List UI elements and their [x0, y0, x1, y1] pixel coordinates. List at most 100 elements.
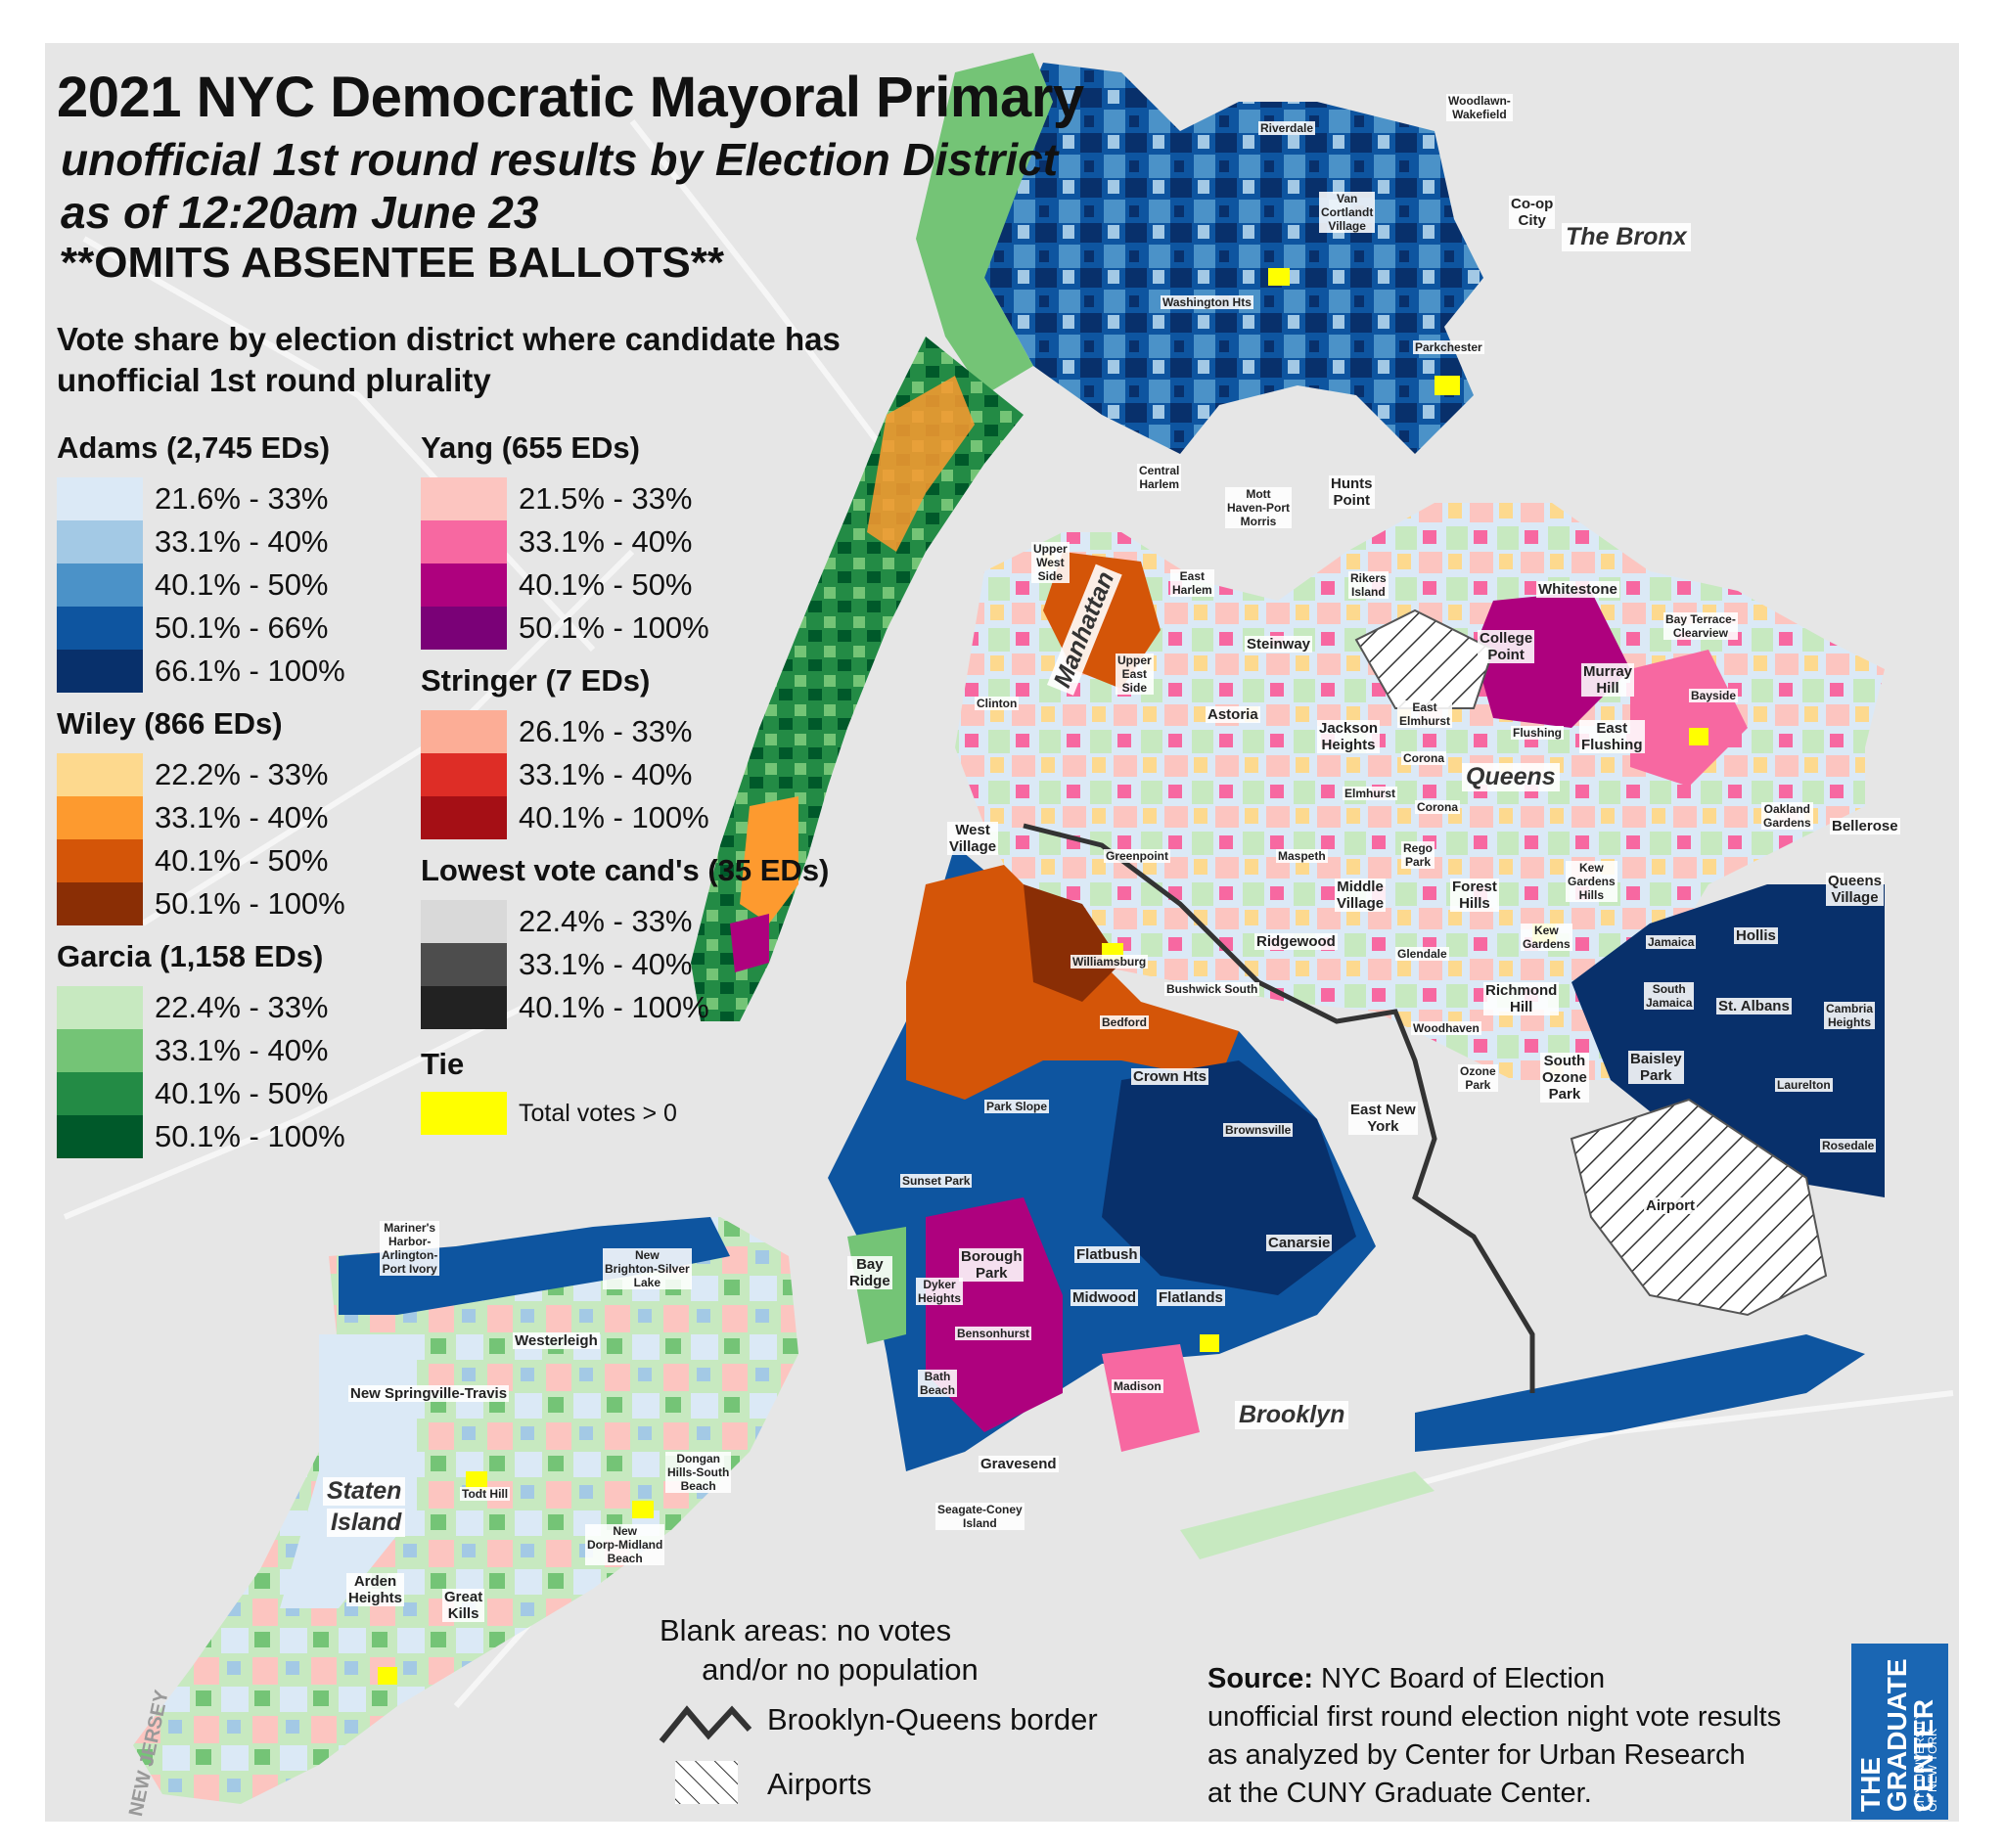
- legend-swatch: [57, 650, 143, 693]
- legend-range-label: 21.5% - 33%: [519, 481, 693, 516]
- neighborhood-label-co-op-city: Co-op City: [1509, 196, 1556, 229]
- legend-swatch: [57, 563, 143, 607]
- legend-swatch: [421, 563, 507, 607]
- neighborhood-label-corona-1: Corona: [1401, 751, 1446, 765]
- airports-legend-swatch: [675, 1761, 738, 1804]
- source-text-3: as analyzed by Center for Urban Research: [1207, 1739, 1746, 1771]
- neighborhood-label-east-flushing: East Flushing: [1579, 720, 1645, 753]
- neighborhood-label-flatlands: Flatlands: [1157, 1289, 1225, 1306]
- neighborhood-label-midwood: Midwood: [1070, 1289, 1138, 1306]
- legend-range-label: 33.1% - 40%: [155, 800, 329, 834]
- legend-heading: Vote share by election district where ca…: [57, 321, 841, 398]
- neighborhood-label-flushing: Flushing: [1511, 726, 1564, 740]
- borough-label-brooklyn: Brooklyn: [1235, 1401, 1349, 1429]
- blank-areas-note: Blank areas: no votes and/or no populati…: [660, 1611, 979, 1690]
- neighborhood-label-hollis: Hollis: [1734, 927, 1778, 944]
- legend-swatch: [57, 796, 143, 839]
- neighborhood-label-rosedale: Rosedale: [1820, 1139, 1877, 1152]
- neighborhood-label-madison: Madison: [1112, 1379, 1163, 1393]
- legend-row-tie: Total votes > 0: [421, 1092, 677, 1135]
- neighborhood-label-maspeth: Maspeth: [1276, 849, 1328, 863]
- neighborhood-label-airport: Airport: [1644, 1197, 1697, 1214]
- staten-island-region: [133, 1217, 798, 1804]
- legend-row-yang: 21.5% - 33%: [421, 477, 693, 520]
- map-subtitle-timestamp: as of 12:20am June 23: [61, 187, 539, 238]
- brooklyn-queens-border: [1023, 823, 1535, 1393]
- neighborhood-label-murray-hill: Murray Hill: [1581, 663, 1635, 697]
- legend-swatch: [421, 710, 507, 753]
- legend-swatch: [421, 943, 507, 986]
- neighborhood-label-westerleigh: Westerleigh: [513, 1332, 600, 1349]
- legend-row-stringer: 26.1% - 33%: [421, 710, 693, 753]
- neighborhood-label-jamaica: Jamaica: [1646, 935, 1697, 949]
- neighborhood-label-dyker-heights: Dyker Heights: [916, 1278, 964, 1305]
- neighborhood-label-van-cortlandt: Van Cortlandt Village: [1319, 192, 1376, 233]
- legend-swatch: [57, 986, 143, 1029]
- legend-row-stringer: 40.1% - 100%: [421, 796, 709, 839]
- neighborhood-label-bath-beach: Bath Beach: [918, 1370, 958, 1397]
- neighborhood-label-middle-village: Middle Village: [1335, 879, 1387, 912]
- logo-line-1: THE: [1855, 1757, 1886, 1812]
- neighborhood-label-seagate: Seagate-Coney Island: [935, 1503, 1025, 1530]
- legend-swatch: [421, 986, 507, 1029]
- legend-row-adams: 33.1% - 40%: [57, 520, 329, 563]
- legend-swatch: [57, 882, 143, 925]
- legend-title-wiley: Wiley (866 EDs): [57, 706, 283, 741]
- blank-areas-line-1: Blank areas: no votes and/or no populati…: [660, 1613, 979, 1687]
- legend-title-adams: Adams (2,745 EDs): [57, 430, 331, 465]
- legend-row-wiley: 40.1% - 50%: [57, 839, 329, 882]
- logo-sub-2: OF NEW YORK: [1926, 1728, 1939, 1812]
- legend-row-wiley: 22.2% - 33%: [57, 753, 329, 796]
- neighborhood-label-ridgewood: Ridgewood: [1254, 933, 1338, 950]
- borough-label-staten-island-1: Staten: [323, 1477, 406, 1506]
- williamsburg-wiley-dark: [1024, 884, 1121, 1002]
- legend-range-label: 40.1% - 50%: [155, 567, 329, 602]
- jfk-airport: [1570, 1098, 1828, 1317]
- legend-swatch: [57, 520, 143, 563]
- neighborhood-label-east-new-york: East New York: [1348, 1102, 1418, 1135]
- east-flushing-yang-patch: [1630, 650, 1748, 787]
- neighborhood-label-elmhurst: Elmhurst: [1343, 787, 1398, 800]
- legend-range-label: Total votes > 0: [519, 1099, 677, 1127]
- neighborhood-label-parkchester: Parkchester: [1413, 340, 1484, 354]
- legend-row-garcia: 22.4% - 33%: [57, 986, 329, 1029]
- legend-row-adams: 21.6% - 33%: [57, 477, 329, 520]
- legend-row-lowest: 22.4% - 33%: [421, 900, 693, 943]
- neighborhood-label-glendale: Glendale: [1395, 947, 1449, 961]
- legend-range-label: 50.1% - 66%: [155, 610, 329, 645]
- neighborhood-label-bay-terrace: Bay Terrace- Clearview: [1663, 612, 1738, 640]
- neighborhood-label-arden-heights: Arden Heights: [346, 1573, 405, 1606]
- legend-range-label: 33.1% - 40%: [155, 1033, 329, 1067]
- legend-row-yang: 50.1% - 100%: [421, 607, 709, 650]
- neighborhood-label-queens-village: Queens Village: [1826, 873, 1885, 906]
- neighborhood-label-laurelton: Laurelton: [1775, 1078, 1833, 1092]
- laguardia-airport: [1354, 608, 1495, 709]
- legend-row-adams: 40.1% - 50%: [57, 563, 329, 607]
- neighborhood-label-rego-park: Rego Park: [1401, 841, 1435, 869]
- bronx-region: [984, 63, 1483, 454]
- source-text-1: NYC Board of Election: [1312, 1663, 1606, 1694]
- neighborhood-label-mariners-harbor: Mariner's Harbor- Arlington- Port Ivory: [380, 1221, 440, 1276]
- neighborhood-label-st-albans: St. Albans: [1716, 998, 1792, 1014]
- legend-title-garcia: Garcia (1,158 EDs): [57, 939, 324, 973]
- neighborhood-label-astoria: Astoria: [1206, 706, 1260, 723]
- map-title: 2021 NYC Democratic Mayoral Primary: [57, 66, 1084, 129]
- legend-row-yang: 33.1% - 40%: [421, 520, 693, 563]
- north-shore-adams-strip: [339, 1217, 730, 1315]
- map-subtitle-round: unofficial 1st round results by Election…: [61, 134, 1059, 185]
- neighborhood-label-great-kills: Great Kills: [442, 1589, 485, 1622]
- neighborhood-label-bensonhurst: Bensonhurst: [955, 1327, 1032, 1340]
- neighborhood-label-south-jamaica: South Jamaica: [1644, 982, 1695, 1010]
- legend-row-wiley: 50.1% - 100%: [57, 882, 345, 925]
- breezy-point-green: [1180, 1471, 1435, 1559]
- legend-range-label: 22.2% - 33%: [155, 757, 329, 791]
- border-legend-swatch: [659, 1705, 752, 1743]
- borough-label-bronx: The Bronx: [1562, 223, 1691, 251]
- neighborhood-label-flatbush: Flatbush: [1074, 1246, 1140, 1263]
- airports-legend-label: Airports: [767, 1767, 872, 1801]
- neighborhood-label-south-ozone-park: South Ozone Park: [1540, 1053, 1589, 1103]
- legend-row-lowest: 33.1% - 40%: [421, 943, 693, 986]
- neighborhood-label-williamsburg: Williamsburg: [1070, 955, 1149, 969]
- neighborhood-label-woodhaven: Woodhaven: [1411, 1021, 1481, 1035]
- neighborhood-label-clinton: Clinton: [975, 697, 1020, 710]
